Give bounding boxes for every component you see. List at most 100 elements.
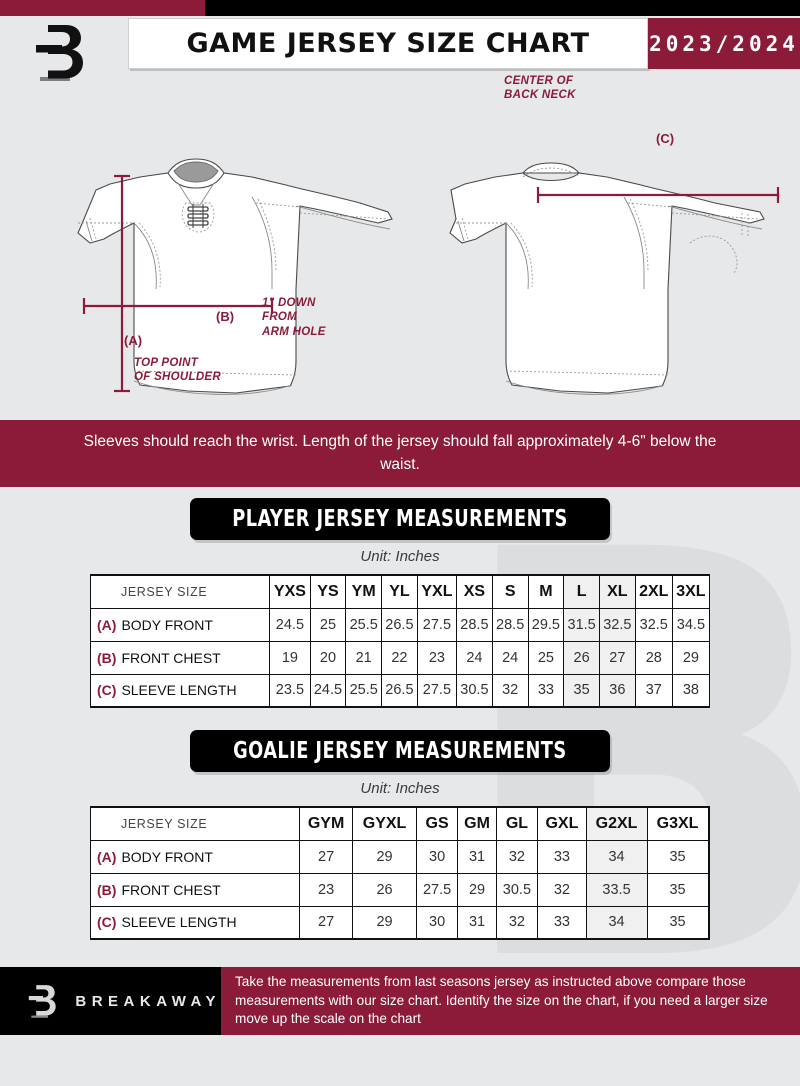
goalie-cell: 35 <box>646 839 709 874</box>
dimension-a-line <box>114 174 130 393</box>
callout-c-label: (C) <box>656 131 675 146</box>
table-row: (B) FRONT CHEST 19 20 21 22 23 24 24 25 2… <box>89 640 711 675</box>
goalie-cell: 27 <box>298 839 354 874</box>
player-cell: 34.5 <box>671 607 711 642</box>
page-title: GAME JERSEY SIZE CHART <box>186 28 590 59</box>
player-row-label-front-chest: (B) FRONT CHEST <box>89 640 271 675</box>
goalie-cell: 31 <box>457 905 497 940</box>
marker-b: (B) <box>97 881 117 898</box>
player-cell: 38 <box>671 673 711 708</box>
player-cell: 21 <box>345 640 383 675</box>
player-size-header: 2XL <box>634 574 673 609</box>
player-cell: 28.5 <box>456 607 493 642</box>
player-cell: 26 <box>563 640 600 675</box>
player-cell: 26.5 <box>381 673 418 708</box>
jersey-diagrams-svg: .ln { fill:#fff; stroke:#4a4a4a; stroke-… <box>77 158 780 395</box>
player-cell: 32.5 <box>598 607 636 642</box>
jersey-diagram-area: .ln { fill:#fff; stroke:#4a4a4a; stroke-… <box>0 71 800 420</box>
goalie-cell: 29 <box>352 905 417 940</box>
table-header-row: JERSEY SIZE YXS YS YM YL YXL XS S M L XL… <box>89 574 711 609</box>
player-cell: 27.5 <box>416 607 458 642</box>
marker-c: (C) <box>97 914 117 931</box>
table-row: (B) FRONT CHEST 23 26 27.5 29 30.5 32 33.… <box>90 872 711 907</box>
goalie-cell: 32 <box>537 872 587 907</box>
marker-a: (A) <box>97 848 117 865</box>
page-footer: BREAKAWAY Take the measurements from las… <box>0 967 800 1035</box>
player-cell: 35 <box>563 673 600 708</box>
dimension-c-line <box>536 187 780 203</box>
callout-b-label: (B) <box>216 309 235 324</box>
goalie-size-header: G2XL <box>585 806 648 841</box>
player-cell: 25.5 <box>345 673 383 708</box>
header-logo-box <box>0 16 128 81</box>
player-row-label-sleeve-length: (C) SLEEVE LENGTH <box>89 673 271 708</box>
goalie-cell: 33 <box>537 839 587 874</box>
player-cell: 31.5 <box>563 607 600 642</box>
callout-b-text: 1" DOWN FROM ARM HOLE <box>262 297 326 338</box>
goalie-cell: 29 <box>352 839 417 874</box>
player-size-header: YL <box>381 574 418 609</box>
table-row: (C) SLEEVE LENGTH 23.5 24.5 25.5 26.5 27.… <box>89 673 711 708</box>
goalie-unit-label: Unit: Inches <box>360 780 440 797</box>
player-cell: 30.5 <box>456 673 493 708</box>
goalie-size-header: GYM <box>298 806 354 841</box>
goalie-row-name: FRONT CHEST <box>121 881 221 898</box>
goalie-cell: 27.5 <box>415 872 459 907</box>
player-cell: 36 <box>598 673 636 708</box>
table-row: (A) BODY FRONT 27 29 30 31 32 33 34 35 <box>90 839 711 874</box>
goalie-cell: 35 <box>646 905 709 940</box>
goalie-cell: 30 <box>415 905 459 940</box>
player-cell: 24 <box>491 640 529 675</box>
player-cell: 24 <box>456 640 493 675</box>
player-size-header: S <box>491 574 529 609</box>
player-cell: 29.5 <box>527 607 565 642</box>
goalie-size-header: GM <box>457 806 497 841</box>
goalie-cell: 32 <box>495 839 539 874</box>
goalie-row-label-body-front: (A) BODY FRONT <box>90 839 300 874</box>
table-row: (A) BODY FRONT 24.5 25 25.5 26.5 27.5 28.… <box>89 607 711 642</box>
goalie-row-name: BODY FRONT <box>121 848 213 865</box>
marker-a: (A) <box>97 616 117 633</box>
breakaway-b-logo-icon <box>36 24 83 81</box>
goalie-row-label-front-chest: (B) FRONT CHEST <box>90 872 300 907</box>
player-size-header: L <box>563 574 600 609</box>
player-cell: 24.5 <box>269 607 311 642</box>
goalie-cell: 30 <box>415 839 459 874</box>
goalie-section-title-label: GOALIE JERSEY MEASUREMENTS <box>233 738 567 764</box>
player-section-title: PLAYER JERSEY MEASUREMENTS <box>190 498 610 540</box>
player-size-header: XS <box>456 574 493 609</box>
goalie-table-wrap: JERSEY SIZE GYM GYXL GS GM GL GXL G2XL G… <box>0 806 800 940</box>
goalie-cell: 32 <box>495 905 539 940</box>
top-accent-strip <box>0 0 800 16</box>
player-cell: 26.5 <box>381 607 418 642</box>
goalie-cell-empty <box>707 905 711 940</box>
goalie-cell-empty <box>707 872 711 907</box>
goalie-cell: 33 <box>537 905 587 940</box>
player-row-name: BODY FRONT <box>121 616 213 633</box>
player-cell: 25 <box>527 640 565 675</box>
player-size-header: M <box>527 574 565 609</box>
goalie-row-name: SLEEVE LENGTH <box>121 914 237 931</box>
player-cell: 23.5 <box>269 673 311 708</box>
footer-instructions: Take the measurements from last seasons … <box>221 967 800 1035</box>
player-cell: 20 <box>309 640 347 675</box>
player-cell: 32 <box>491 673 529 708</box>
footer-brand: BREAKAWAY <box>0 967 221 1035</box>
player-cell: 27.5 <box>416 673 458 708</box>
page-header: GAME JERSEY SIZE CHART 2023/2024 <box>0 16 800 81</box>
player-row-name: SLEEVE LENGTH <box>121 682 237 699</box>
dimension-b-line <box>82 298 274 314</box>
player-cell: 28 <box>634 640 673 675</box>
goalie-row-label-sleeve-length: (C) SLEEVE LENGTH <box>90 905 300 940</box>
goalie-cell: 34 <box>585 839 648 874</box>
table-row: (C) SLEEVE LENGTH 27 29 30 31 32 33 34 35 <box>90 905 711 940</box>
jersey-back-illustration <box>449 162 765 395</box>
goalie-cell-empty <box>707 839 711 874</box>
player-cell: 25.5 <box>345 607 383 642</box>
table-header-row: JERSEY SIZE GYM GYXL GS GM GL GXL G2XL G… <box>90 806 711 841</box>
player-size-header: YXL <box>416 574 458 609</box>
callout-a-text: TOP POINT OF SHOULDER <box>134 357 221 384</box>
player-size-header: XL <box>598 574 636 609</box>
player-cell: 28.5 <box>491 607 529 642</box>
player-cell: 32.5 <box>634 607 673 642</box>
